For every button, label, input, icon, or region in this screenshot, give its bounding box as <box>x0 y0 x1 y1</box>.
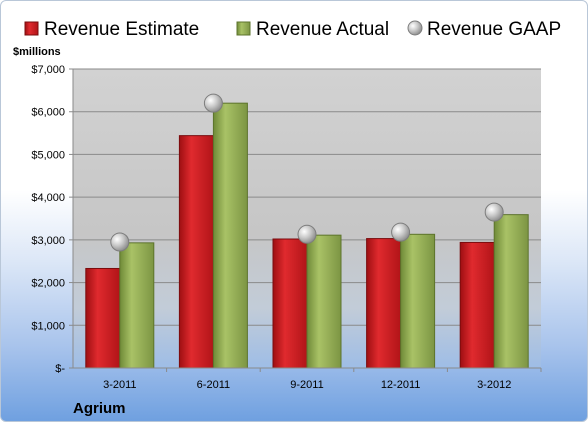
bar-revenue-actual <box>212 102 248 369</box>
bar-revenue-actual <box>493 214 529 369</box>
bar-revenue-actual <box>119 242 155 369</box>
y-tick-label: $5,000 <box>31 149 65 161</box>
y-tick-label: $4,000 <box>31 192 65 204</box>
x-tick-label: 3-2012 <box>477 379 511 391</box>
y-tick-label: $1,000 <box>31 320 65 332</box>
marker-revenue-gaap <box>203 93 223 113</box>
marker-revenue-gaap <box>484 202 504 222</box>
bar-revenue-actual <box>306 234 342 369</box>
axes: $- $1,000 $2,000 $3,000 $4,000 $5,000 $6,000 $7… <box>31 64 542 391</box>
marker-revenue-gaap <box>110 232 130 252</box>
x-tick-label: 6-2011 <box>197 379 230 391</box>
y-tick-label: $7,000 <box>31 64 65 76</box>
x-tick-label: 9-2011 <box>290 379 323 391</box>
legend-label: Revenue GAAP <box>427 19 561 40</box>
legend-swatch <box>24 21 39 36</box>
x-tick-label: 12-2011 <box>381 379 421 391</box>
y-tick-label: $- <box>55 363 65 375</box>
legend: Revenue Estimate Revenue Actual Revenue GA… <box>24 19 561 40</box>
bar-revenue-actual <box>400 233 436 369</box>
bar-revenue-estimate <box>85 267 121 369</box>
legend-label: Revenue Estimate <box>44 19 199 40</box>
marker-revenue-gaap <box>391 222 411 242</box>
y-tick-label: $3,000 <box>31 235 65 247</box>
bar-revenue-estimate <box>459 241 495 369</box>
marker-revenue-gaap <box>297 224 317 244</box>
y-tick-label: $6,000 <box>31 107 65 119</box>
bar-revenue-estimate <box>366 238 402 369</box>
bars <box>85 102 529 369</box>
y-tick-label: $2,000 <box>31 278 65 290</box>
company-name: Agrium <box>73 400 126 417</box>
bar-revenue-estimate <box>178 135 214 369</box>
legend-label: Revenue Actual <box>256 19 389 40</box>
x-tick-label: 3-2011 <box>103 379 136 391</box>
gaap-markers <box>110 93 504 252</box>
y-axis-unit-label: $millions <box>13 46 61 58</box>
legend-swatch <box>407 20 423 36</box>
legend-swatch <box>236 21 251 36</box>
bar-revenue-estimate <box>272 238 308 369</box>
